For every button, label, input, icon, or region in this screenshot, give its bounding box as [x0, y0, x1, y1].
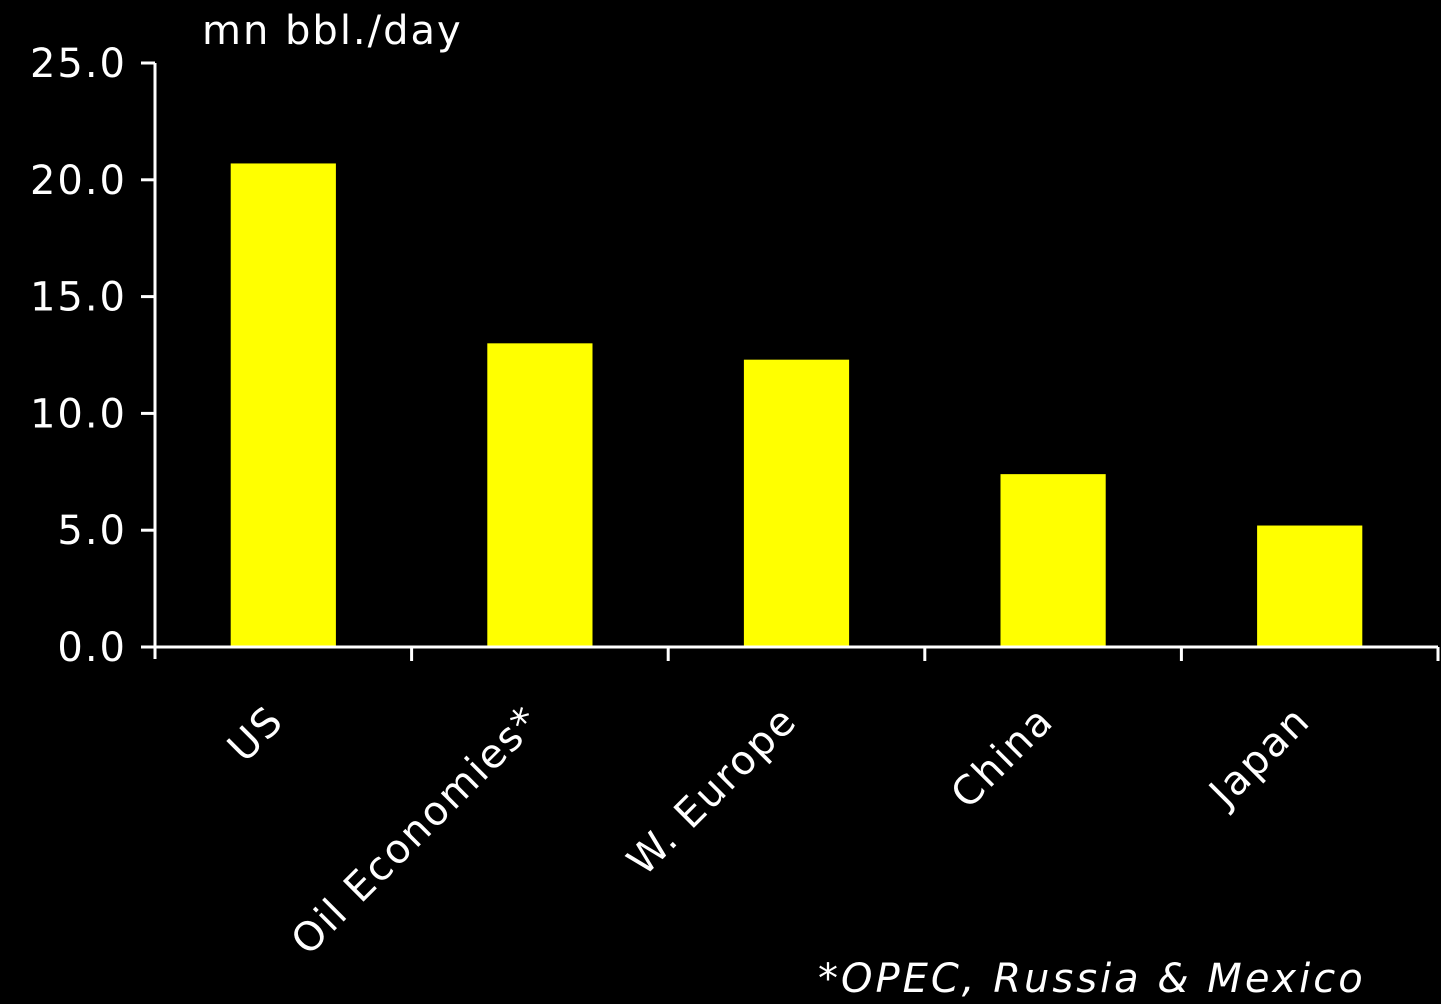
bars-group	[230, 163, 1363, 647]
y-tick-label: 5.0	[57, 508, 127, 554]
y-ticks-group: 0.0 5.0 10.0 15.0 20.0 25.0	[30, 41, 155, 671]
axes-group	[153, 63, 1438, 659]
y-tick-label: 15.0	[30, 275, 127, 321]
x-category-label: W. Europe	[619, 697, 806, 884]
y-tick-label: 25.0	[30, 41, 127, 87]
x-category-label: US	[219, 697, 293, 771]
y-tick-label: 20.0	[30, 158, 127, 204]
x-category-label: Oil Economies*	[283, 697, 550, 964]
bar-china	[1000, 474, 1106, 647]
bar-w-europe	[743, 359, 850, 647]
bar-us	[230, 163, 336, 647]
bar-japan	[1257, 525, 1363, 647]
y-tick-label: 10.0	[30, 391, 127, 437]
x-category-label: China	[942, 697, 1062, 817]
y-axis-unit-label: mn bbl./day	[202, 8, 463, 54]
y-tick-label: 0.0	[57, 625, 127, 671]
chart-footnote: *OPEC, Russia & Mexico	[818, 956, 1366, 1002]
x-category-label: Japan	[1199, 697, 1320, 818]
bar-oil-economies	[487, 343, 593, 647]
